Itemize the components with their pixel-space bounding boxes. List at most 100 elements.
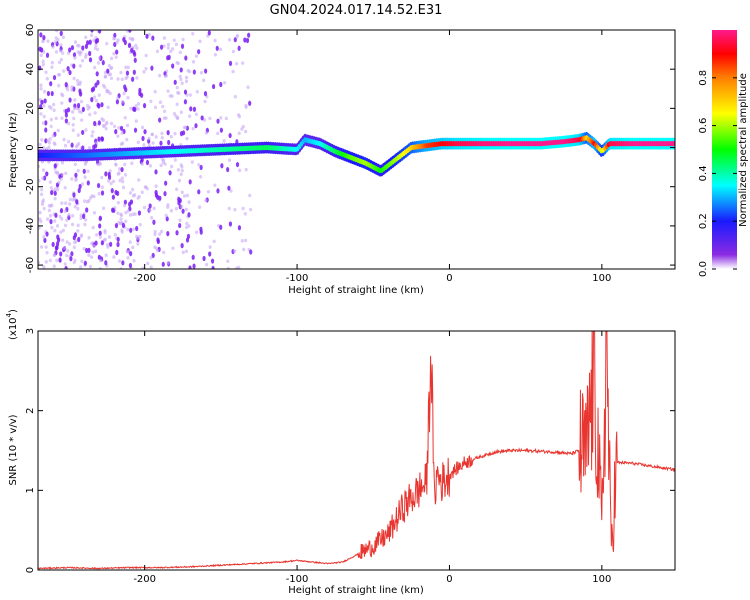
noise-speckle [50, 65, 54, 69]
noise-speckle [243, 212, 247, 216]
noise-speckle [123, 39, 127, 46]
noise-speckle [68, 197, 72, 202]
noise-speckle [169, 134, 173, 139]
noise-speckle [87, 253, 91, 257]
noise-speckle [44, 120, 48, 126]
noise-speckle [237, 45, 241, 51]
noise-speckle [55, 224, 60, 228]
noise-speckle [86, 169, 90, 174]
noise-speckle [200, 115, 204, 121]
noise-speckle [94, 249, 98, 254]
noise-speckle [158, 100, 163, 105]
noise-speckle [199, 164, 203, 171]
noise-speckle [128, 213, 133, 217]
noise-speckle [64, 81, 68, 88]
noise-speckle [96, 182, 101, 189]
noise-speckle [120, 131, 124, 135]
noise-speckle [73, 56, 77, 60]
noise-speckle [119, 70, 123, 75]
noise-speckle [124, 76, 128, 81]
noise-speckle [103, 230, 107, 235]
noise-speckle [83, 260, 87, 266]
noise-speckle [140, 190, 144, 195]
noise-speckle [80, 182, 85, 186]
noise-speckle [244, 167, 248, 172]
spectrogram-axes: -200 -100 0 100 60 40 20 0 -20 -40 -60 [25, 24, 675, 284]
noise-speckle [164, 213, 168, 218]
noise-speckle [180, 81, 184, 86]
noise-speckle [184, 55, 188, 61]
noise-speckle [109, 56, 114, 61]
noise-speckle [198, 205, 202, 209]
noise-speckle [158, 117, 162, 123]
noise-speckle [131, 193, 136, 198]
noise-speckle [63, 209, 67, 214]
noise-speckle [170, 94, 174, 98]
noise-speckle [98, 223, 102, 229]
noise-speckle [52, 108, 56, 113]
noise-speckle [240, 127, 244, 131]
track-core [672, 141, 675, 147]
noise-speckle [135, 225, 139, 232]
noise-speckle [121, 260, 125, 266]
noise-speckle [202, 78, 206, 83]
noise-speckle [103, 75, 108, 79]
noise-speckle [106, 245, 110, 249]
noise-speckle [185, 221, 189, 226]
noise-speckle [89, 255, 94, 259]
noise-speckle [53, 196, 57, 201]
noise-speckle [49, 106, 53, 110]
noise-speckle [49, 219, 53, 225]
noise-speckle [226, 166, 230, 173]
noise-speckle [237, 131, 241, 136]
noise-speckle [53, 40, 57, 44]
noise-speckle [108, 91, 112, 96]
noise-speckle [61, 93, 65, 98]
noise-speckle [100, 102, 104, 108]
noise-speckle [166, 89, 170, 93]
noise-speckle [134, 119, 138, 123]
noise-speckle [159, 163, 163, 168]
noise-speckle [124, 219, 128, 224]
noise-speckle [107, 171, 111, 178]
noise-speckle [116, 77, 120, 81]
noise-speckle [93, 46, 97, 51]
noise-speckle [73, 204, 77, 209]
noise-speckle [219, 127, 223, 133]
noise-speckle [134, 104, 138, 108]
noise-speckle [202, 255, 206, 262]
noise-speckle [128, 262, 133, 269]
noise-speckle [123, 173, 128, 177]
noise-speckle [123, 84, 127, 90]
noise-speckle [115, 49, 119, 55]
noise-speckle [204, 198, 208, 203]
noise-speckle [83, 222, 87, 227]
noise-speckle [206, 189, 211, 194]
noise-speckle [72, 63, 76, 69]
noise-speckle [39, 245, 44, 249]
noise-speckle [169, 208, 173, 213]
noise-speckle [177, 196, 181, 202]
noise-speckle [137, 210, 142, 216]
noise-speckle [161, 104, 165, 109]
noise-speckle [86, 180, 90, 186]
noise-speckle [142, 103, 147, 109]
y-tick-label: -20 [25, 179, 36, 195]
snr-scale-suffix: ) [8, 309, 19, 313]
noise-speckle [104, 126, 108, 131]
noise-speckle [44, 245, 48, 249]
noise-speckle [179, 77, 183, 82]
noise-speckle [185, 136, 189, 141]
noise-speckle [198, 39, 202, 44]
noise-speckle [71, 123, 75, 127]
noise-speckle [177, 178, 182, 183]
noise-speckle [149, 265, 153, 269]
noise-speckle [131, 245, 135, 250]
noise-speckle [111, 207, 115, 213]
colorbar: 0.0 0.2 0.4 0.6 0.8 Normalized spectral ampl… [698, 30, 749, 277]
noise-speckle [54, 50, 59, 54]
noise-speckle [184, 207, 188, 212]
svg-text:(x104): (x104) [5, 309, 19, 340]
noise-speckle [154, 246, 158, 251]
noise-speckle [240, 239, 244, 243]
